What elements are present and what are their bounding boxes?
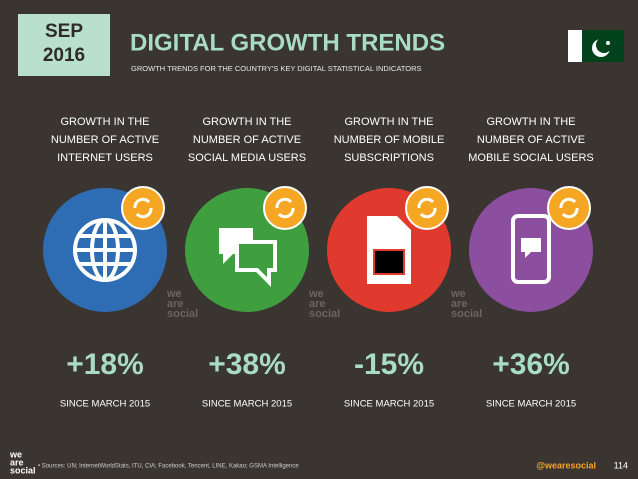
logo-word: we [9, 449, 22, 459]
watermark: we [166, 288, 182, 300]
value: +18% [66, 348, 144, 381]
icon [73, 218, 137, 282]
column-label: GROWTH IN THE [486, 116, 575, 128]
sources: • Sources: UN; InternetWorldStats, ITU, … [38, 464, 299, 470]
column-label: GROWTH IN THE [60, 116, 149, 128]
date-year: 2016 [43, 45, 85, 66]
icon [219, 228, 277, 287]
flag [568, 30, 624, 62]
watermark: we [450, 288, 466, 300]
page-number: 114 [614, 460, 628, 470]
column-label: GROWTH IN THE [344, 116, 433, 128]
value: +36% [492, 348, 570, 381]
column-label: SOCIAL MEDIA USERS [188, 152, 306, 164]
watermark: social [451, 308, 482, 320]
watermark: are [309, 298, 326, 310]
column-label: NUMBER OF ACTIVE [51, 134, 159, 146]
sim-chip [373, 249, 405, 275]
watermark: social [309, 308, 340, 320]
watermark: social [167, 308, 198, 320]
badge-arrows [559, 197, 579, 219]
badge-arrows [133, 197, 153, 219]
icon [511, 214, 551, 284]
phone-bubble [521, 238, 541, 258]
since: SINCE MARCH 2015 [60, 399, 150, 410]
watermark: are [167, 298, 184, 310]
column-label: MOBILE SOCIAL USERS [468, 152, 594, 164]
since: SINCE MARCH 2015 [344, 399, 434, 410]
since: SINCE MARCH 2015 [202, 399, 292, 410]
badge [263, 186, 307, 230]
watermark: are [451, 298, 468, 310]
logo-word: social [10, 465, 36, 475]
column-label: INTERNET USERS [57, 152, 153, 164]
badge-arrows [417, 197, 437, 219]
footer: we are social • Sources: UN; InternetWor… [9, 449, 628, 475]
date-box [18, 14, 110, 76]
badge [547, 186, 591, 230]
column-label: GROWTH IN THE [202, 116, 291, 128]
subtitle: GROWTH TRENDS FOR THE COUNTRY'S KEY DIGI… [131, 64, 422, 73]
badge [405, 186, 449, 230]
column-label: NUMBER OF ACTIVE [477, 134, 585, 146]
column-label: SUBSCRIPTIONS [344, 152, 434, 164]
badge-arrows [275, 197, 295, 219]
title: DIGITAL GROWTH TRENDS [130, 29, 445, 56]
column-label: NUMBER OF ACTIVE [193, 134, 301, 146]
phone [511, 214, 551, 284]
badge [121, 186, 165, 230]
value: +38% [208, 348, 286, 381]
date-month: SEP [45, 21, 83, 42]
handle: @wearesocial [536, 460, 596, 470]
watermark: we [308, 288, 324, 300]
value: -15% [354, 348, 424, 381]
logo-word: are [10, 457, 24, 467]
since: SINCE MARCH 2015 [486, 399, 576, 410]
bubble [235, 240, 277, 287]
column-label: NUMBER OF MOBILE [334, 134, 445, 146]
